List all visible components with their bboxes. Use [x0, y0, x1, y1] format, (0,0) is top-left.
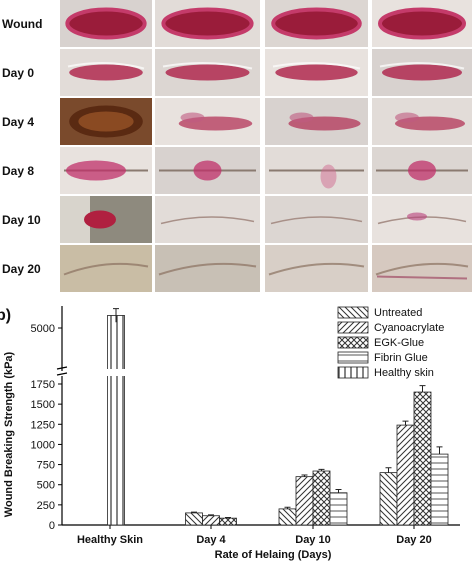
error-bar [191, 511, 197, 513]
legend-label: Fibrin Glue [374, 352, 428, 364]
x-tick-label: Day 4 [196, 534, 226, 546]
legend-swatch [337, 321, 369, 334]
bar-chart: b) 0 250 500 750 1000 1250 1500 1750 5000 Wound Br… [0, 306, 460, 561]
x-tick-label: Day 20 [396, 534, 431, 546]
bar-untreated [278, 508, 297, 526]
x-tick-label: Day 10 [295, 534, 330, 546]
wound-photo [155, 245, 260, 292]
bar-egk-glue [219, 517, 237, 526]
wound-photo-panel: Wound Day 0 Day 4 Day 8 Day 10 Day 20 [2, 0, 472, 292]
error-bar [225, 517, 231, 519]
error-bar [385, 467, 392, 473]
error-bar [284, 506, 291, 509]
row-label-day-4: Day 4 [2, 115, 35, 129]
legend-label: Cyanoacrylate [374, 322, 444, 334]
error-bar [419, 385, 426, 393]
wound-photo [265, 196, 368, 243]
error-bar [402, 420, 409, 426]
wound-photo [60, 0, 152, 47]
wound-photo [372, 196, 472, 243]
y-tick-label: 5000 [31, 323, 55, 335]
legend-label: Healthy skin [374, 367, 434, 379]
bar-cyanoacrylate [295, 476, 314, 526]
bar-cyanoacrylate [396, 424, 415, 526]
wound-photo [60, 49, 152, 96]
wound-photo [265, 0, 368, 47]
x-axis-label: Rate of Helaing (Days) [215, 549, 332, 561]
wound-photo [60, 147, 152, 194]
wound-photo [265, 245, 368, 292]
error-bar [335, 489, 342, 493]
error-bar [318, 468, 325, 472]
legend-label: EGK-Glue [374, 337, 424, 349]
row-label-day-8: Day 8 [2, 164, 35, 178]
y-tick-label: 1250 [31, 419, 55, 431]
wound-photo [372, 0, 472, 47]
y-axis-label: Wound Breaking Strength (kPa) [3, 351, 15, 517]
wound-photo [372, 245, 472, 292]
y-tick-label: 1750 [31, 379, 55, 391]
bar-break-gap [105, 369, 127, 376]
wound-photo [265, 147, 368, 194]
row-label-wound: Wound [2, 17, 43, 31]
error-bar [113, 308, 119, 323]
y-tick-label: 0 [49, 520, 55, 532]
wound-photo [372, 49, 472, 96]
wound-photo [60, 196, 152, 243]
bar-healthy-skin [107, 315, 125, 526]
bar-egk-glue [413, 391, 432, 526]
legend-label: Untreated [374, 307, 422, 319]
bar-cyanoacrylate [202, 515, 220, 526]
wound-photo [265, 49, 368, 96]
bar-fibrin-glue [329, 492, 348, 526]
error-bar [301, 474, 308, 477]
bar-untreated [379, 472, 398, 526]
y-tick-label: 750 [37, 460, 55, 472]
x-tick-label: Healthy Skin [77, 534, 143, 546]
error-bar [436, 446, 443, 455]
y-tick-label: 1000 [31, 439, 55, 451]
wound-photo [60, 98, 152, 145]
wound-photo [155, 196, 260, 243]
y-tick-label: 1500 [31, 399, 55, 411]
y-tick-label: 250 [37, 500, 55, 512]
error-bar [208, 514, 214, 516]
axis-break [56, 366, 68, 376]
bar-egk-glue [312, 470, 331, 526]
wound-photo [265, 98, 368, 145]
y-tick-label: 500 [37, 480, 55, 492]
bar-fibrin-glue [430, 453, 449, 526]
wound-photo [155, 0, 260, 47]
legend-swatch [337, 336, 369, 349]
wound-photo [372, 98, 472, 145]
wound-photo [372, 147, 472, 194]
legend-swatch [337, 351, 369, 364]
row-label-day-0: Day 0 [2, 66, 35, 80]
wound-photo [155, 49, 260, 96]
wound-photo [155, 98, 260, 145]
legend-swatch [337, 306, 369, 319]
row-label-day-10: Day 10 [2, 213, 41, 227]
row-label-day-20: Day 20 [2, 262, 41, 276]
wound-photo [60, 245, 152, 292]
wound-photo-grid [60, 0, 472, 292]
panel-label: b) [0, 307, 11, 324]
legend-swatch [337, 366, 369, 379]
bar-chart-panel: b) 0 250 500 750 1000 1250 1500 1750 5000 Wound Br… [0, 298, 474, 563]
wound-photo [155, 147, 260, 194]
bar-untreated [185, 512, 203, 526]
